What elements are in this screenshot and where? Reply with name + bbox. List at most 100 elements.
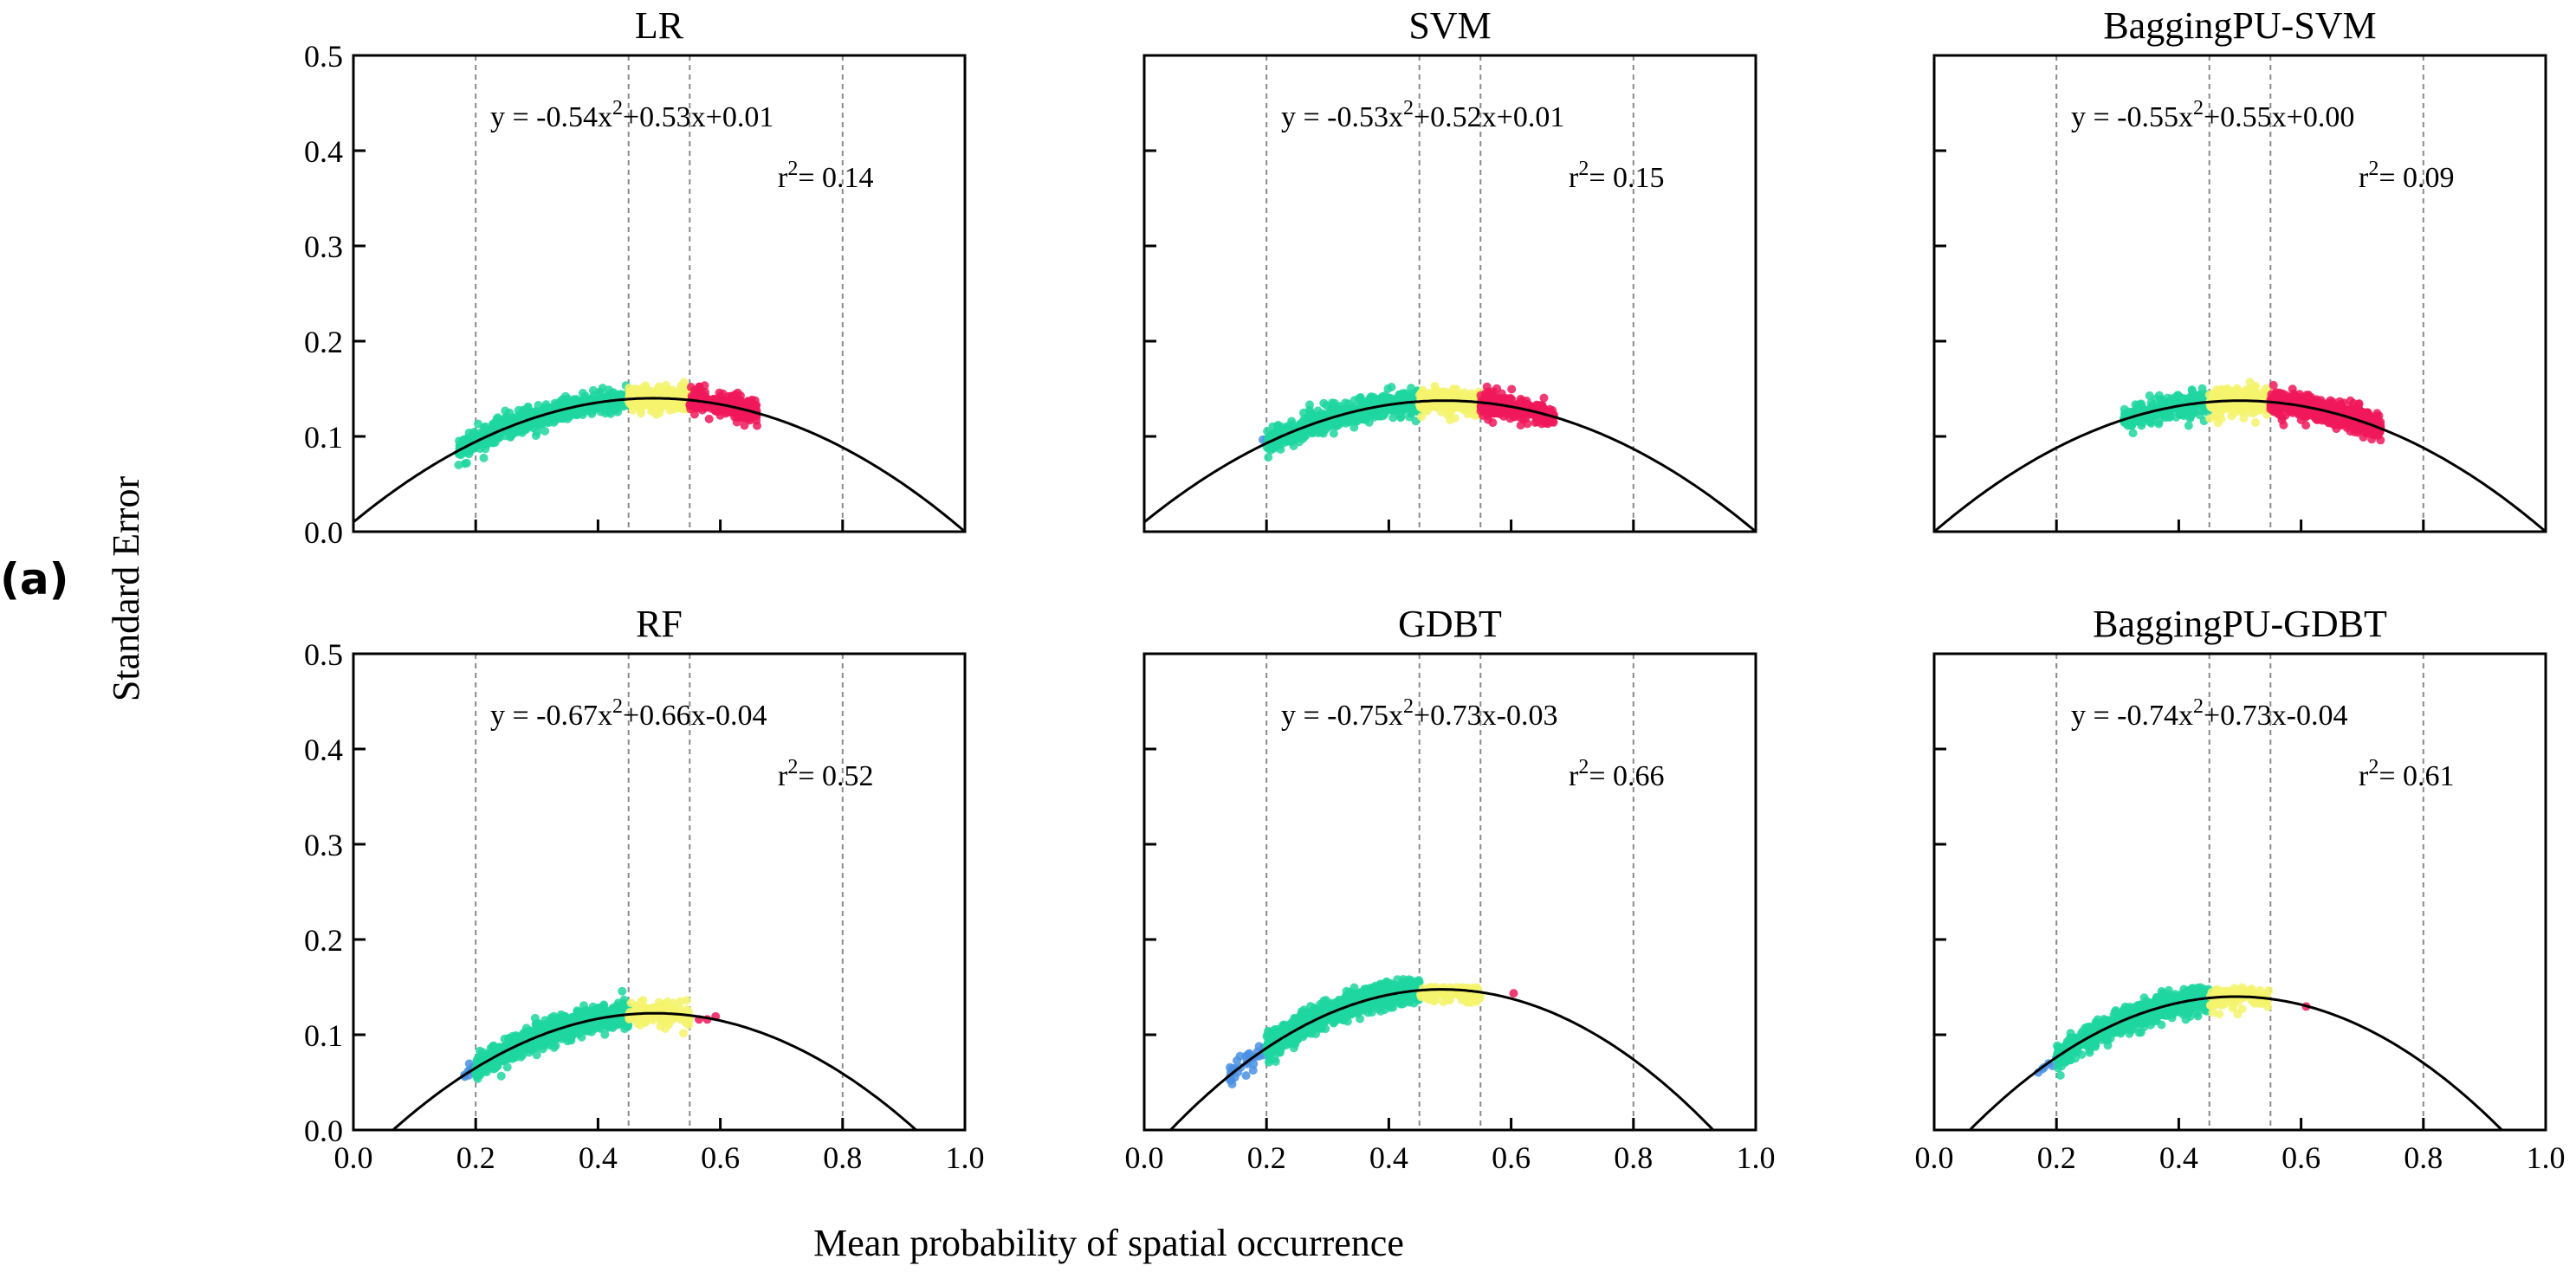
data-point-high (685, 401, 695, 410)
data-point-high (1485, 403, 1495, 412)
data-point-high (2343, 407, 2353, 416)
data-point-high (1549, 417, 1558, 427)
data-point-low (1395, 404, 1404, 414)
data-point-low (618, 986, 627, 996)
chart-panel-rf: RF0.00.10.20.30.40.50.0 0.2 0.4 0.6 0.8 1.0y … (304, 603, 985, 1175)
data-point-low (523, 402, 533, 411)
data-point-low (2173, 391, 2183, 400)
data-point-low (454, 461, 463, 469)
data-point-moderate (2215, 390, 2224, 399)
data-point-moderate (2227, 392, 2236, 402)
data-point-low (561, 412, 571, 422)
data-point-high (1490, 393, 1499, 403)
data-point-high (2302, 391, 2311, 400)
data-point-low (520, 1031, 529, 1041)
data-point-high (718, 389, 728, 398)
data-point-high (2289, 389, 2299, 398)
data-point-moderate (2260, 387, 2269, 397)
y-tick-label: 0.2 (304, 325, 343, 359)
data-point-low (532, 1019, 541, 1029)
data-point-moderate (679, 378, 689, 387)
y-tick-label: 0.1 (304, 420, 343, 455)
data-point-moderate (1430, 391, 1440, 400)
data-point-moderate (1446, 416, 1455, 425)
data-point-low (486, 1043, 495, 1053)
data-point-high (2329, 420, 2339, 429)
equation-label: y = -0.54x2+0.53x+0.01 (490, 97, 773, 133)
data-point-high (753, 421, 761, 430)
data-point-low (605, 1006, 614, 1016)
data-point-low (594, 1005, 604, 1015)
scatter-points (1259, 381, 1558, 462)
equation-label: y = -0.55x2+0.55x+0.00 (2071, 97, 2354, 133)
y-axis-label: Standard Error (105, 476, 147, 702)
data-point-low (474, 419, 482, 429)
data-point-low (481, 422, 490, 431)
data-point-high (1536, 416, 1545, 426)
data-point-low (566, 1036, 576, 1045)
data-point-low (549, 1011, 559, 1021)
fit-curve (1144, 399, 1756, 532)
data-point-moderate (2249, 384, 2258, 393)
data-point-low (612, 1004, 622, 1013)
data-point-low (501, 406, 510, 416)
data-point-moderate (2217, 405, 2227, 415)
data-point-moderate (632, 387, 642, 397)
data-point-low (1405, 412, 1414, 422)
data-point-low (2187, 385, 2197, 395)
data-point-high (1537, 400, 1547, 410)
plot-frame (1932, 54, 2547, 533)
panel-label: (a) (0, 554, 69, 604)
data-point-low (2197, 384, 2207, 393)
data-point-moderate (1446, 408, 1455, 417)
data-point-low (1264, 453, 1273, 462)
data-point-low (529, 1041, 539, 1050)
data-point-low (550, 1020, 560, 1029)
r-squared-label: r2= 0.15 (1569, 158, 1665, 194)
data-point-low (2186, 392, 2195, 402)
data-point-moderate (2251, 417, 2260, 427)
data-point-low (479, 453, 489, 462)
fit-curve (353, 397, 965, 532)
r-squared-label: r2= 0.14 (778, 158, 874, 194)
data-point-high (2277, 415, 2287, 424)
data-point-high (2355, 408, 2365, 417)
data-point-high (1521, 414, 1531, 423)
data-point-moderate (2238, 406, 2247, 416)
data-point-low (2197, 406, 2207, 416)
data-point-moderate (643, 385, 652, 395)
data-point-moderate (2223, 385, 2232, 395)
data-point-low (1361, 415, 1370, 424)
data-point-moderate (1417, 412, 1426, 422)
data-point-high (2367, 435, 2377, 444)
data-point-moderate (2213, 418, 2223, 428)
data-point-low (550, 416, 560, 425)
data-point-moderate (1441, 387, 1451, 397)
data-point-low (1369, 412, 1379, 422)
data-point-low (482, 1068, 491, 1076)
data-point-high (740, 421, 749, 430)
data-point-low (598, 384, 607, 393)
data-point-high (1507, 384, 1517, 394)
data-point-low (2163, 397, 2172, 407)
data-point-moderate (625, 399, 634, 409)
data-point-low (2145, 391, 2154, 400)
data-point-high (2269, 407, 2278, 416)
data-point-high (722, 397, 731, 406)
chart-title: RF (636, 603, 683, 645)
data-point-high (2372, 409, 2382, 418)
data-point-low (1383, 384, 1393, 393)
data-point-low (619, 995, 629, 1004)
data-point-low (2184, 421, 2193, 430)
y-tick-label: 0.5 (304, 39, 343, 74)
r-squared-label: r2= 0.09 (2359, 158, 2455, 194)
data-point-moderate (2239, 414, 2249, 423)
data-point-low (490, 418, 500, 428)
data-point-moderate (642, 400, 651, 410)
data-point-low (503, 418, 513, 428)
x-axis-label: Mean probability of spatial occurrence (813, 1222, 1404, 1264)
data-point-high (2333, 405, 2342, 414)
data-point-low (500, 1034, 509, 1043)
